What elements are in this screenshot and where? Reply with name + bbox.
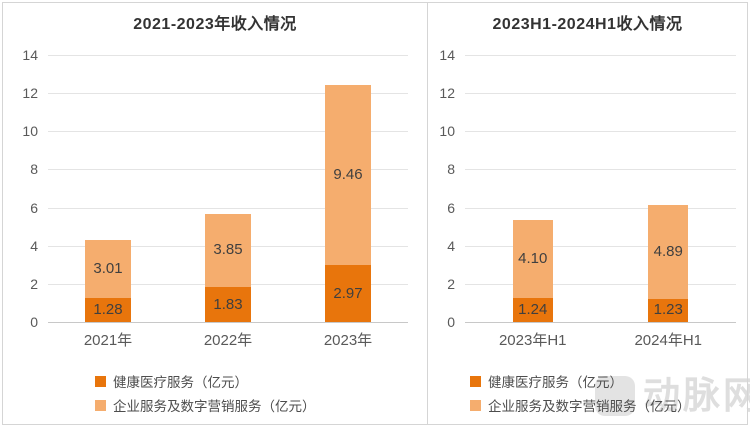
y-tick-label: 4 — [30, 237, 38, 254]
y-tick-label: 12 — [439, 85, 455, 102]
bar-segment — [648, 298, 689, 322]
bar-value-label: 3.01 — [93, 259, 123, 277]
bar-value-label: 2.97 — [333, 284, 363, 302]
chart-title: 2021-2023年收入情况 — [133, 16, 297, 33]
bar-segment — [648, 205, 689, 299]
legend-swatch — [95, 375, 106, 387]
bar-segment — [512, 220, 553, 299]
bar-segment — [325, 84, 371, 266]
x-tick-label: 2023年H1 — [498, 332, 567, 349]
gridline — [48, 131, 408, 133]
y-tick-label: 2 — [30, 275, 38, 292]
gridline — [48, 322, 408, 323]
chart-2023h1-2024h1-revenue: 2023H1-2024H1收入情况 0 2 4 6 8 10 12 14 1.24 4.10 202… — [428, 0, 747, 427]
legend-label: 企业服务及数字营销服务（亿元） — [113, 399, 316, 414]
y-tick-label: 0 — [447, 314, 455, 330]
gridline — [465, 283, 736, 285]
y-tick-label: 10 — [439, 123, 455, 140]
legend-swatch — [95, 399, 106, 411]
bar-value-label: 3.85 — [213, 241, 243, 259]
gridline — [465, 93, 736, 95]
legend: 健康医疗服务（亿元） 企业服务及数字营销服务（亿元） — [470, 369, 691, 417]
x-tick-label: 2024年H1 — [634, 332, 703, 349]
watermark: 动脉网 — [595, 376, 750, 416]
x-tick-label: 2021年 — [83, 332, 133, 349]
legend-item: 企业服务及数字营销服务（亿元） — [470, 393, 691, 417]
gridline — [465, 245, 736, 247]
bar-segment — [325, 265, 371, 322]
x-tick-label: 2023年 — [323, 332, 373, 349]
legend-label: 健康医疗服务（亿元） — [113, 375, 248, 390]
bar-value-label: 1.28 — [93, 300, 123, 318]
gridline — [465, 55, 736, 56]
bar-segment — [512, 298, 553, 322]
bar-value-label: 1.24 — [518, 301, 548, 319]
y-tick-label: 6 — [30, 199, 38, 216]
bar-segment — [205, 213, 251, 288]
legend-item: 健康医疗服务（亿元） — [470, 369, 691, 393]
chart-2021-2023-revenue: 2021-2023年收入情况 0 2 4 6 8 10 12 14 1.28 3.01 2021年 1… — [3, 0, 427, 427]
y-tick-label: 12 — [22, 85, 38, 102]
y-tick-label: 8 — [447, 161, 455, 178]
legend-label: 健康医疗服务（亿元） — [488, 375, 623, 390]
x-tick-label: 2022年 — [203, 332, 253, 349]
bar-value-label: 4.89 — [653, 242, 683, 260]
bar-segment — [85, 240, 131, 298]
bar-segment — [205, 287, 251, 322]
bar-value-label: 1.83 — [213, 295, 243, 313]
legend-item: 企业服务及数字营销服务（亿元） — [95, 393, 316, 417]
y-tick-label: 6 — [447, 199, 455, 216]
bar-value-label: 1.23 — [653, 301, 683, 319]
bar-value-label: 4.10 — [518, 250, 548, 268]
y-tick-label: 14 — [439, 47, 455, 63]
bar-value-label: 9.46 — [333, 166, 363, 184]
y-tick-label: 14 — [22, 47, 38, 63]
gridline — [48, 169, 408, 171]
y-tick-label: 0 — [30, 314, 38, 330]
bar-segment — [85, 297, 131, 322]
gridline — [465, 131, 736, 133]
legend: 健康医疗服务（亿元） 企业服务及数字营销服务（亿元） — [95, 369, 316, 417]
gridline — [48, 207, 408, 209]
y-tick-label: 4 — [447, 237, 455, 254]
gridline — [48, 93, 408, 95]
gridline — [465, 322, 736, 323]
gridline — [465, 207, 736, 209]
y-tick-label: 2 — [447, 275, 455, 292]
legend-item: 健康医疗服务（亿元） — [95, 369, 316, 393]
gridline — [465, 169, 736, 171]
watermark-text: 动脉网 — [643, 375, 750, 416]
vcbeat-logo-icon — [595, 376, 635, 416]
gridline — [48, 55, 408, 56]
legend-swatch — [470, 399, 481, 411]
legend-swatch — [470, 375, 481, 387]
y-tick-label: 10 — [22, 123, 38, 140]
y-tick-label: 8 — [30, 161, 38, 178]
panel-divider — [427, 3, 428, 424]
legend-label: 企业服务及数字营销服务（亿元） — [488, 399, 691, 414]
chart-title: 2023H1-2024H1收入情况 — [492, 16, 683, 33]
